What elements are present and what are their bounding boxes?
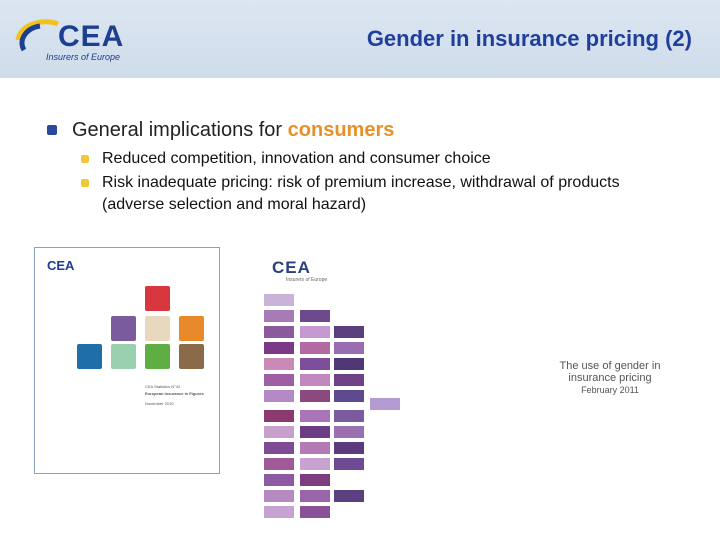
main-bullet-marker xyxy=(47,125,57,135)
red-square xyxy=(145,286,170,311)
cea-swoosh-icon xyxy=(15,19,59,52)
slide-title: Gender in insurance pricing (2) xyxy=(366,26,692,51)
orange-square xyxy=(179,316,204,341)
report-line: CEA Statistics N°42 xyxy=(145,384,181,389)
report-line: November 2010 xyxy=(145,401,174,406)
slide-header: CEA Insurers of Europe Gender in insuran… xyxy=(0,0,720,78)
report-cover-statistics: CEA CEA Statistics N°42 European Insuran… xyxy=(34,247,220,474)
cover-logo: CEA xyxy=(272,258,311,277)
cover-date: February 2011 xyxy=(581,385,639,395)
cover-mosaic xyxy=(264,294,400,518)
sub-bullet-marker xyxy=(81,179,89,187)
report-line: European Insurance in Figures xyxy=(145,391,204,396)
mint-square xyxy=(111,344,136,369)
logo-text: CEA xyxy=(58,20,125,53)
main-bullet: General implications for consumers xyxy=(72,119,394,142)
purple-square xyxy=(111,316,136,341)
blue-square xyxy=(77,344,102,369)
flag-square xyxy=(145,316,170,341)
main-bullet-highlight: consumers xyxy=(287,119,395,141)
brown-square xyxy=(179,344,204,369)
cover-title-line: insurance pricing xyxy=(568,372,652,384)
report-logo: CEA xyxy=(47,258,75,273)
sub-bullet-text: Risk inadequate pricing: risk of premium… xyxy=(102,174,620,213)
cover-tagline: Insurers of Europe xyxy=(286,277,328,283)
cover-title: The use of gender in insurance pricing F… xyxy=(536,360,684,396)
cea-logo: CEA Insurers of Europe xyxy=(8,10,138,66)
green-chart-square xyxy=(145,344,170,369)
logo-tagline: Insurers of Europe xyxy=(46,52,121,62)
main-bullet-text: General implications for xyxy=(72,119,288,141)
cover-title-line: The use of gender in xyxy=(559,360,661,372)
sub-bullet-marker xyxy=(81,155,89,163)
sub-bullet-text: Reduced competition, innovation and cons… xyxy=(102,150,491,167)
